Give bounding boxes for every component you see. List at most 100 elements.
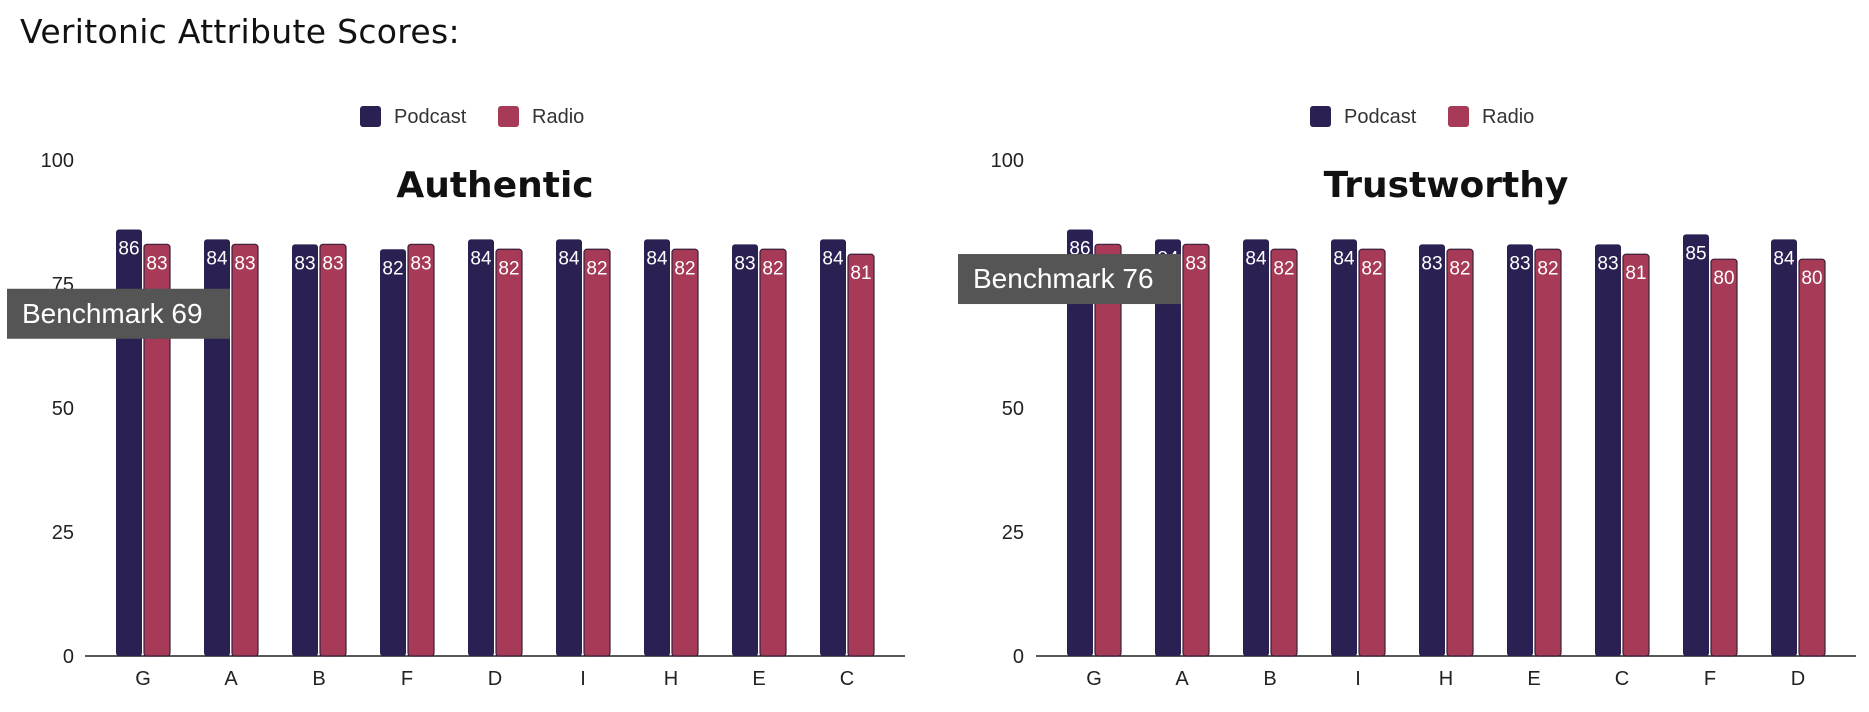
data-label: 83 <box>1597 253 1618 274</box>
y-tick-label: 100 <box>41 150 74 172</box>
legend-label-podcast: Podcast <box>1344 106 1417 128</box>
bar-radio <box>407 243 435 657</box>
data-label: 80 <box>1801 268 1822 289</box>
data-label: 84 <box>1333 248 1355 269</box>
bar-radio <box>319 243 347 657</box>
x-tick-label: I <box>1355 668 1361 690</box>
bar-podcast <box>820 239 846 657</box>
data-label: 83 <box>146 253 167 274</box>
bar-radio <box>495 248 523 657</box>
data-label: 84 <box>1773 248 1795 269</box>
data-label: 82 <box>762 258 783 279</box>
bar-radio <box>1798 258 1826 657</box>
data-label: 83 <box>1509 253 1530 274</box>
bar-radio <box>1094 243 1122 657</box>
x-tick-label: E <box>752 668 765 690</box>
data-label: 80 <box>1713 268 1734 289</box>
legend-swatch-podcast <box>1310 106 1331 127</box>
y-tick-label: 100 <box>991 150 1024 172</box>
bar-radio <box>1534 248 1562 657</box>
data-label: 81 <box>1625 263 1646 284</box>
bar-radio <box>1182 243 1210 657</box>
x-tick-label: F <box>1704 668 1716 690</box>
data-label: 83 <box>410 253 431 274</box>
legend-swatch-radio <box>498 106 519 127</box>
bar-podcast <box>1683 234 1709 656</box>
bar-podcast <box>468 239 494 657</box>
bar-podcast <box>204 239 230 657</box>
bar-podcast <box>1067 229 1093 656</box>
y-tick-label: 50 <box>52 398 74 420</box>
bar-radio <box>671 248 699 657</box>
bar-podcast <box>556 239 582 657</box>
bar-podcast <box>292 244 318 656</box>
data-label: 86 <box>118 238 139 259</box>
data-label: 82 <box>498 258 519 279</box>
bar-radio <box>1446 248 1474 657</box>
x-tick-label: H <box>664 668 678 690</box>
bar-podcast <box>1771 239 1797 657</box>
bar-radio <box>1710 258 1738 657</box>
data-label: 85 <box>1685 243 1706 264</box>
benchmark-label: Benchmark 76 <box>973 263 1154 294</box>
legend-swatch-podcast <box>360 106 381 127</box>
benchmark-callout <box>7 288 230 339</box>
bar-podcast <box>1419 244 1445 656</box>
x-tick-label: D <box>488 668 502 690</box>
data-label: 83 <box>1185 253 1206 274</box>
data-label: 82 <box>1537 258 1558 279</box>
y-tick-label: 50 <box>1002 398 1024 420</box>
bar-radio <box>583 248 611 657</box>
benchmark-label: Benchmark 69 <box>22 298 203 329</box>
bar-podcast <box>732 244 758 656</box>
bar-radio <box>847 253 875 657</box>
bar-radio <box>1622 253 1650 657</box>
legend-label-radio: Radio <box>532 106 584 128</box>
bar-radio <box>231 243 259 657</box>
data-label: 82 <box>382 258 403 279</box>
data-label: 83 <box>294 253 315 274</box>
chart-title: Authentic <box>396 165 593 206</box>
data-label: 83 <box>1421 253 1442 274</box>
data-label: 84 <box>1245 248 1267 269</box>
x-tick-label: B <box>312 668 325 690</box>
x-tick-label: A <box>1175 668 1189 690</box>
bar-podcast <box>1243 239 1269 657</box>
bar-podcast <box>1595 244 1621 656</box>
x-tick-label: C <box>1615 668 1629 690</box>
y-tick-label: 0 <box>63 646 74 668</box>
x-tick-label: C <box>840 668 854 690</box>
bar-podcast <box>1155 239 1181 657</box>
bar-radio <box>1270 248 1298 657</box>
x-tick-label: D <box>1791 668 1805 690</box>
data-label: 83 <box>322 253 343 274</box>
chart-title: Trustworthy <box>1324 165 1569 206</box>
bar-radio <box>759 248 787 657</box>
data-label: 81 <box>850 263 871 284</box>
data-label: 84 <box>558 248 580 269</box>
legend-swatch-radio <box>1448 106 1469 127</box>
data-label: 83 <box>734 253 755 274</box>
x-tick-label: E <box>1527 668 1540 690</box>
data-label: 82 <box>1273 258 1294 279</box>
trustworthy-chart: PodcastRadioTrustworthy02550751008683G84… <box>958 106 1856 690</box>
x-tick-label: B <box>1263 668 1276 690</box>
x-tick-label: H <box>1439 668 1453 690</box>
data-label: 82 <box>1449 258 1470 279</box>
bar-radio <box>1358 248 1386 657</box>
y-tick-label: 0 <box>1013 646 1024 668</box>
x-tick-label: G <box>1086 668 1102 690</box>
data-label: 84 <box>470 248 492 269</box>
bar-radio <box>143 243 171 657</box>
data-label: 82 <box>674 258 695 279</box>
y-tick-label: 25 <box>1002 522 1024 544</box>
data-label: 83 <box>234 253 255 274</box>
x-tick-label: A <box>224 668 238 690</box>
bar-podcast <box>380 249 406 656</box>
data-label: 82 <box>1361 258 1382 279</box>
page-title: Veritonic Attribute Scores: <box>20 12 460 51</box>
data-label: 84 <box>646 248 668 269</box>
benchmark-callout <box>958 254 1181 305</box>
data-label: 84 <box>206 248 228 269</box>
